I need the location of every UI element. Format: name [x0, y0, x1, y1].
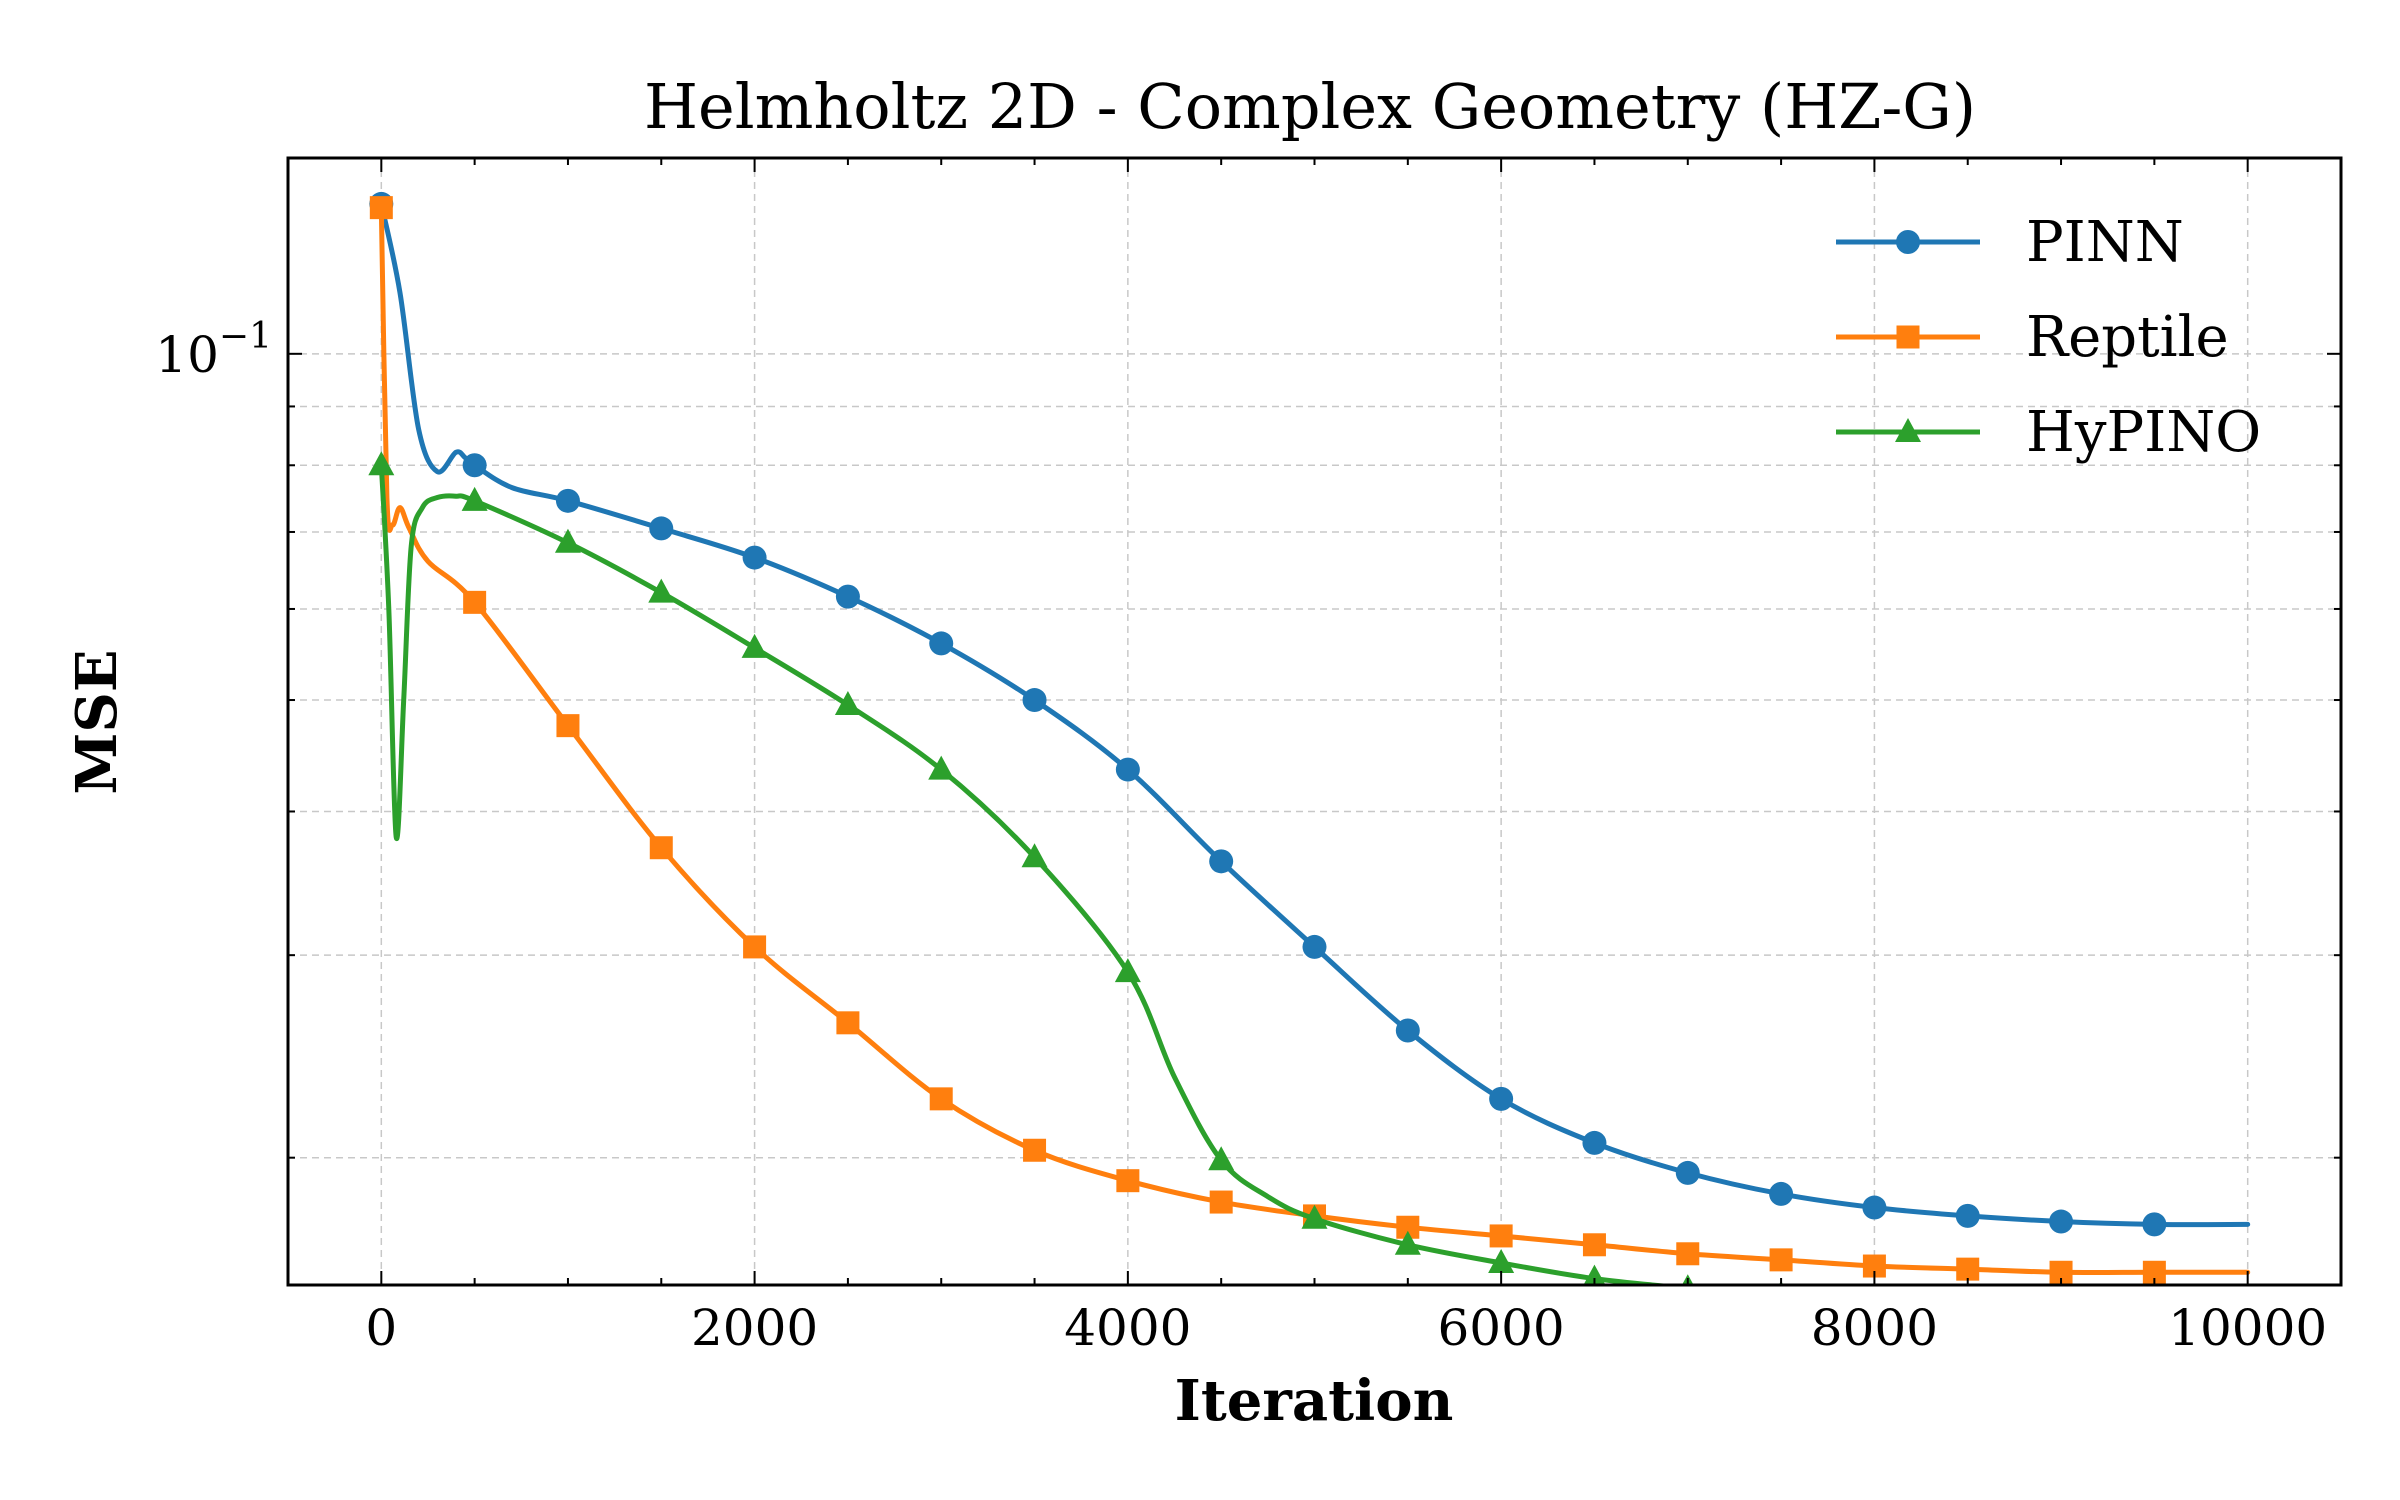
data-point-hypino — [1583, 1264, 1606, 1285]
data-point-hypino — [928, 755, 955, 780]
data-point-reptile — [1769, 1248, 1793, 1272]
data-point-pinn — [929, 631, 954, 656]
x-tick-label: 2000 — [691, 1299, 818, 1357]
data-point-hypino — [461, 486, 488, 511]
legend: PINN Reptile HyPINO — [1836, 210, 2261, 465]
data-point-reptile — [369, 196, 393, 220]
data-point-reptile — [1489, 1224, 1513, 1248]
legend-label-pinn: PINN — [2026, 210, 2184, 275]
data-point-pinn — [835, 584, 860, 609]
legend-item-reptile: Reptile — [1836, 305, 2229, 370]
data-point-reptile — [836, 1011, 860, 1035]
axis-ticks — [287, 158, 2342, 1285]
data-point-hypino — [648, 578, 675, 603]
data-point-pinn — [1115, 757, 1140, 782]
legend-marker-hypino — [1895, 418, 1921, 442]
data-point-pinn — [1489, 1086, 1514, 1111]
data-point-reptile — [1582, 1233, 1606, 1257]
data-point-pinn — [1582, 1130, 1607, 1155]
data-point-pinn — [1769, 1181, 1794, 1206]
legend-marker-reptile — [1896, 325, 1920, 349]
series-layer — [368, 191, 2251, 1285]
data-point-reptile — [1676, 1242, 1700, 1266]
y-axis-label: MSE — [64, 649, 130, 794]
data-point-hypino — [1021, 843, 1048, 868]
data-point-pinn — [1955, 1203, 1980, 1228]
legend-marker-pinn — [1896, 230, 1920, 254]
x-tick-label: 0 — [365, 1299, 397, 1357]
x-tick-label: 4000 — [1064, 1299, 1191, 1357]
x-axis-label: Iteration — [1175, 1368, 1454, 1434]
x-tick-label: 10000 — [2168, 1299, 2327, 1357]
data-point-pinn — [555, 488, 580, 513]
series-line-pinn — [378, 201, 2251, 1228]
y-tick-label: 10−1 — [155, 316, 272, 384]
x-tick-label: 6000 — [1438, 1299, 1565, 1357]
data-point-hypino — [834, 691, 861, 716]
data-point-pinn — [1862, 1195, 1887, 1220]
data-point-pinn — [1022, 688, 1047, 713]
data-point-reptile — [2142, 1260, 2166, 1284]
data-point-hypino — [1301, 1204, 1328, 1229]
legend-label-hypino: HyPINO — [2026, 400, 2261, 465]
data-point-reptile — [1956, 1257, 1980, 1281]
data-point-reptile — [649, 836, 673, 860]
axis-tick-labels: 0 2000 4000 6000 8000 10000 10−1 — [155, 316, 2327, 1357]
data-point-reptile — [743, 935, 767, 959]
data-point-pinn — [649, 516, 674, 541]
data-point-pinn — [462, 453, 487, 478]
data-point-pinn — [742, 545, 767, 570]
data-point-reptile — [463, 590, 487, 614]
data-point-hypino — [554, 528, 581, 553]
series-reptile — [369, 196, 2251, 1284]
data-point-pinn — [2049, 1209, 2074, 1234]
data-point-pinn — [2142, 1212, 2167, 1237]
legend-label-reptile: Reptile — [2026, 305, 2229, 370]
data-point-hypino — [1208, 1146, 1235, 1171]
data-point-reptile — [556, 714, 580, 738]
data-point-reptile — [2049, 1260, 2073, 1284]
legend-item-hypino: HyPINO — [1836, 400, 2261, 465]
chart-title: Helmholtz 2D - Complex Geometry (HZ-G) — [644, 70, 1976, 143]
data-point-reptile — [1396, 1215, 1420, 1239]
data-point-hypino — [741, 633, 768, 658]
data-point-reptile — [929, 1087, 953, 1111]
data-point-pinn — [1302, 934, 1327, 959]
data-point-hypino — [1394, 1230, 1421, 1255]
data-point-pinn — [1395, 1018, 1420, 1043]
series-hypino — [368, 451, 1784, 1285]
data-point-reptile — [1862, 1254, 1886, 1278]
data-point-pinn — [1675, 1160, 1700, 1185]
series-pinn — [369, 191, 2251, 1237]
data-point-hypino — [368, 451, 395, 476]
data-point-reptile — [1116, 1169, 1140, 1193]
data-point-pinn — [1209, 849, 1234, 874]
data-point-reptile — [1023, 1138, 1047, 1162]
legend-item-pinn: PINN — [1836, 210, 2184, 275]
data-point-reptile — [1209, 1190, 1233, 1214]
data-point-hypino — [1488, 1248, 1515, 1273]
data-point-hypino — [1114, 958, 1141, 983]
x-tick-label: 8000 — [1811, 1299, 1938, 1357]
grid — [288, 158, 2341, 1285]
